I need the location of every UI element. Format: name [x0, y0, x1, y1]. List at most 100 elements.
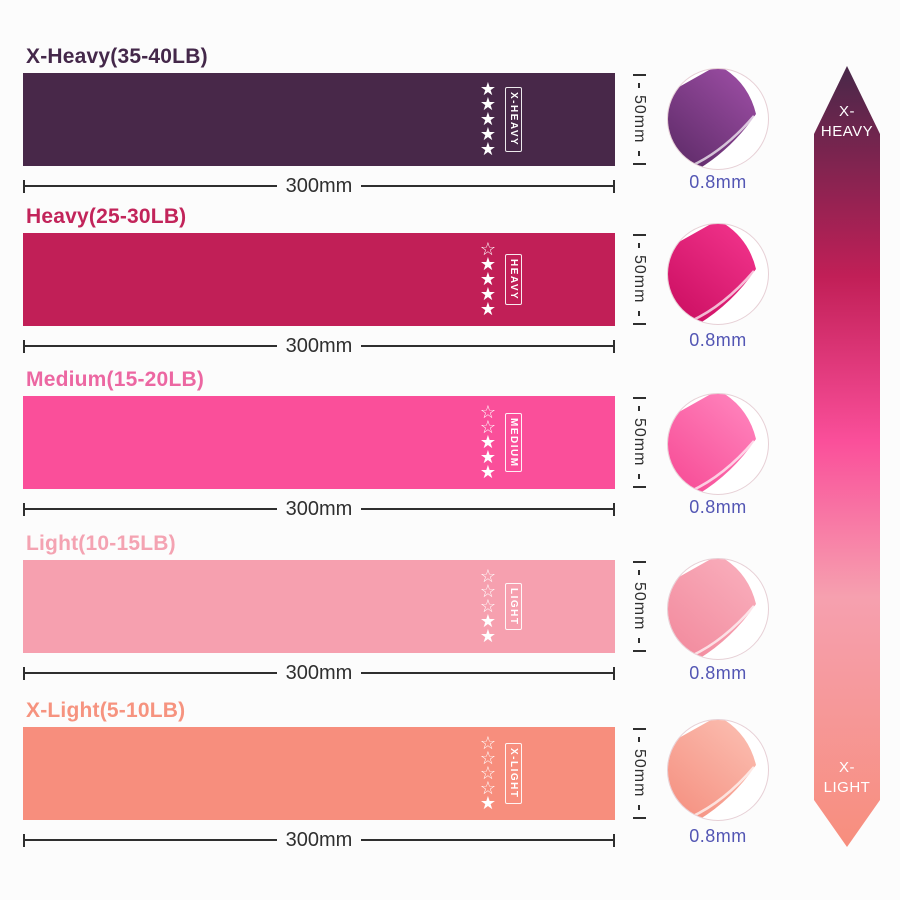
dimension-line — [25, 839, 277, 841]
dimension-tick — [632, 561, 646, 563]
band-swatch: ☆ ★ ★ ★ ★ HEAVY — [23, 233, 615, 326]
band-row: Light(10-15LB) ☆ ☆ ☆ ★ ★ LIGHT 300mm 50m… — [23, 531, 648, 684]
band-title: Light(10-15LB) — [26, 532, 176, 555]
height-value: 50mm — [631, 95, 648, 144]
arrow-label-xlight: X- LIGHT — [823, 759, 871, 796]
height-value: 50mm — [631, 255, 648, 304]
dimension-line — [25, 345, 277, 347]
band-row: Medium(15-20LB) ☆ ☆ ★ ★ ★ MEDIUM 300mm 5… — [23, 367, 648, 520]
dimension-line — [361, 839, 614, 841]
band-title: Medium(15-20LB) — [26, 368, 205, 391]
band-row: X-Light(5-10LB) ☆ ☆ ☆ ☆ ★ X-LIGHT 300mm … — [23, 698, 648, 851]
dimension-tick — [632, 74, 646, 76]
thickness-label: 0.8mm — [689, 826, 747, 846]
dimension-stem — [638, 243, 640, 249]
dimension-stem — [638, 406, 640, 412]
dimension-tick — [613, 502, 616, 516]
band-name-tag: X-LIGHT — [505, 743, 522, 804]
dimension-tick — [613, 666, 616, 680]
band-swatch: ★ ★ ★ ★ ★ X-HEAVY — [23, 73, 615, 166]
dimension-stem — [638, 737, 640, 743]
band-row: X-Heavy(35-40LB) ★ ★ ★ ★ ★ X-HEAVY 300mm… — [23, 44, 648, 197]
height-value: 50mm — [631, 749, 648, 798]
width-dimension: 300mm — [23, 335, 616, 357]
width-value: 300mm — [285, 334, 353, 357]
dimension-line — [361, 508, 614, 510]
height-value: 50mm — [631, 418, 648, 467]
height-dimension: 50mm — [619, 73, 659, 166]
dimension-stem — [638, 570, 640, 576]
band-markings: ☆ ☆ ☆ ★ ★ LIGHT — [478, 560, 522, 653]
star-rating: ★ ★ ★ ★ ★ — [479, 79, 497, 159]
dimension-tick — [632, 816, 646, 819]
band-name-tag: HEAVY — [505, 253, 522, 306]
band-row: Heavy(25-30LB) ☆ ★ ★ ★ ★ HEAVY 300mm 50m… — [23, 204, 648, 357]
dimension-tick — [23, 179, 25, 193]
thickness-label: 0.8mm — [689, 172, 747, 192]
folded-band-photo — [666, 718, 770, 822]
dimension-line — [25, 672, 277, 674]
height-dimension: 50mm — [619, 727, 659, 820]
weight-gradient-arrow: X- HEAVY X- LIGHT — [813, 66, 881, 848]
star-rating: ☆ ☆ ☆ ☆ ★ — [479, 733, 497, 813]
dimension-tick — [632, 728, 646, 730]
band-swatch: ☆ ☆ ★ ★ ★ MEDIUM — [23, 396, 615, 489]
dimension-tick — [23, 339, 25, 353]
folded-band-photo — [666, 222, 770, 326]
star-rating: ☆ ★ ★ ★ ★ — [479, 239, 497, 319]
dimension-stem — [638, 473, 640, 479]
height-value: 50mm — [631, 582, 648, 631]
dimension-tick — [632, 485, 646, 488]
height-dimension: 50mm — [619, 233, 659, 326]
width-dimension: 300mm — [23, 829, 616, 851]
width-value: 300mm — [285, 497, 353, 520]
dimension-line — [25, 185, 277, 187]
dimension-tick — [632, 649, 646, 652]
thickness-label: 0.8mm — [689, 330, 747, 350]
band-name-tag: X-HEAVY — [505, 87, 522, 152]
dimension-stem — [638, 83, 640, 89]
dimension-tick — [632, 322, 646, 325]
folded-band-photo — [666, 557, 770, 661]
band-swatch: ☆ ☆ ☆ ☆ ★ X-LIGHT — [23, 727, 615, 820]
dimension-tick — [613, 833, 616, 847]
band-swatch: ☆ ☆ ☆ ★ ★ LIGHT — [23, 560, 615, 653]
width-value: 300mm — [285, 661, 353, 684]
dimension-line — [361, 185, 614, 187]
width-dimension: 300mm — [23, 498, 616, 520]
folded-band-photo — [666, 67, 770, 171]
dimension-tick — [632, 397, 646, 399]
band-markings: ☆ ★ ★ ★ ★ HEAVY — [478, 233, 522, 326]
arrow-label-xheavy: X- HEAVY — [820, 103, 874, 140]
dimension-stem — [638, 804, 640, 810]
height-dimension: 50mm — [619, 396, 659, 489]
dimension-stem — [638, 310, 640, 316]
dimension-tick — [613, 179, 616, 193]
height-dimension: 50mm — [619, 560, 659, 653]
dimension-stem — [638, 637, 640, 643]
star-rating: ☆ ☆ ☆ ★ ★ — [479, 566, 497, 646]
dimension-tick — [632, 162, 646, 165]
band-title: Heavy(25-30LB) — [26, 205, 187, 228]
band-markings: ☆ ☆ ★ ★ ★ MEDIUM — [478, 396, 522, 489]
band-markings: ☆ ☆ ☆ ☆ ★ X-LIGHT — [478, 727, 522, 820]
width-value: 300mm — [285, 828, 353, 851]
band-name-tag: LIGHT — [505, 582, 522, 631]
dimension-tick — [613, 339, 616, 353]
dimension-line — [361, 672, 614, 674]
dimension-line — [25, 508, 277, 510]
folded-band-photo — [666, 392, 770, 496]
dimension-tick — [23, 666, 25, 680]
width-dimension: 300mm — [23, 175, 616, 197]
thickness-label: 0.8mm — [689, 663, 747, 683]
dimension-tick — [632, 234, 646, 236]
thickness-label: 0.8mm — [689, 497, 747, 517]
width-value: 300mm — [285, 174, 353, 197]
dimension-tick — [23, 502, 25, 516]
band-markings: ★ ★ ★ ★ ★ X-HEAVY — [478, 73, 522, 166]
band-title: X-Heavy(35-40LB) — [26, 45, 208, 68]
dimension-tick — [23, 833, 25, 847]
star-rating: ☆ ☆ ★ ★ ★ — [479, 402, 497, 482]
band-name-tag: MEDIUM — [505, 412, 522, 473]
